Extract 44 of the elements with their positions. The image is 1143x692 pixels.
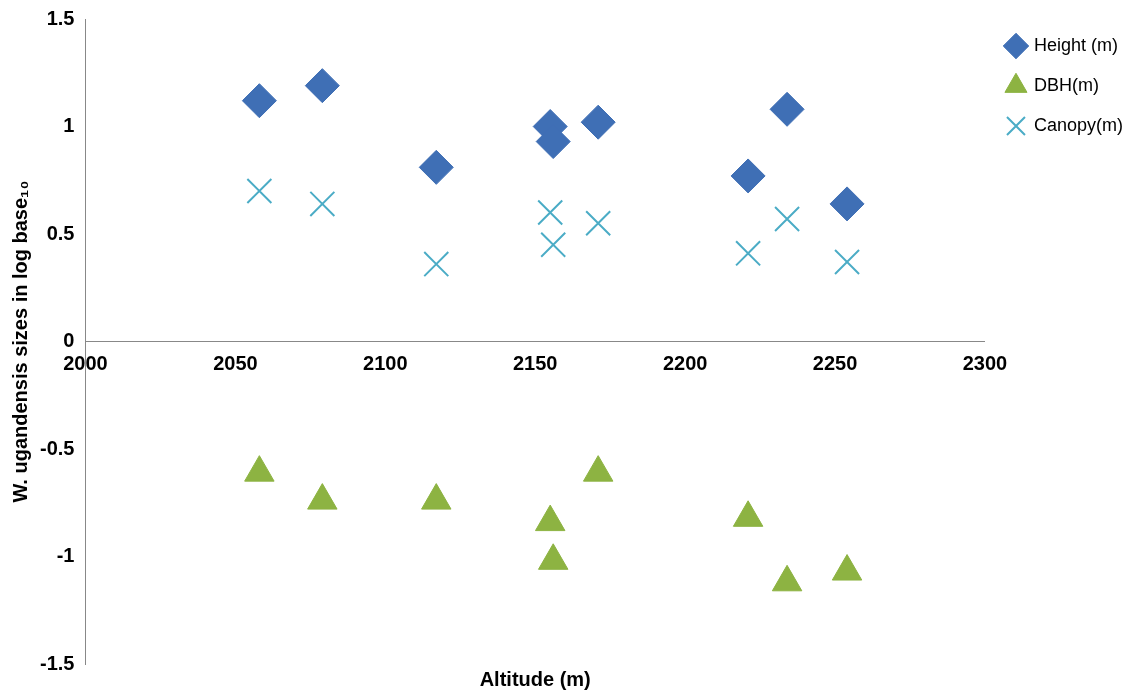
point [585, 210, 612, 237]
y-tick-label: -0.5 [39, 436, 75, 459]
point [304, 68, 340, 104]
x-axis-title: Altitude (m) [479, 667, 591, 690]
point [537, 543, 569, 570]
point [582, 455, 614, 482]
y-tick-label: 1.5 [46, 6, 75, 29]
point [735, 240, 762, 267]
point [534, 504, 566, 532]
point [423, 251, 450, 278]
x-tick-label: 2250 [812, 352, 858, 375]
x-tick-label: 2050 [213, 352, 258, 375]
point [537, 199, 564, 226]
point [540, 231, 567, 258]
y-tick-label: 0 [63, 329, 75, 352]
point [834, 248, 861, 275]
x-tick-label: 2150 [512, 352, 558, 375]
x-tick-label: 2300 [962, 352, 1008, 375]
x-tick-label: 2000 [63, 352, 108, 375]
y-tick-label: -1.5 [39, 651, 75, 674]
point [418, 149, 454, 185]
point [246, 177, 273, 205]
point [421, 483, 452, 510]
legend-label: Canopy(m) [1033, 114, 1124, 135]
point [771, 564, 803, 592]
legend-label: DBH(m) [1033, 74, 1099, 95]
point [732, 500, 764, 527]
point [580, 104, 616, 140]
point [241, 83, 277, 119]
y-tick-label: -1 [56, 544, 75, 567]
legend-label: Height (m) [1033, 34, 1118, 55]
point [309, 190, 336, 217]
y-axis-title: W. ugandensis sizes in log base₁₀ [8, 180, 31, 503]
point [774, 205, 801, 232]
point [831, 554, 863, 581]
point [829, 186, 865, 222]
point [307, 483, 338, 510]
y-tick-label: 1 [63, 114, 75, 137]
point [769, 91, 805, 127]
x-tick-label: 2100 [363, 352, 408, 375]
x-tick-label: 2200 [662, 352, 708, 375]
y-tick-label: 0.5 [46, 221, 75, 244]
point [730, 158, 766, 194]
point [244, 455, 275, 482]
